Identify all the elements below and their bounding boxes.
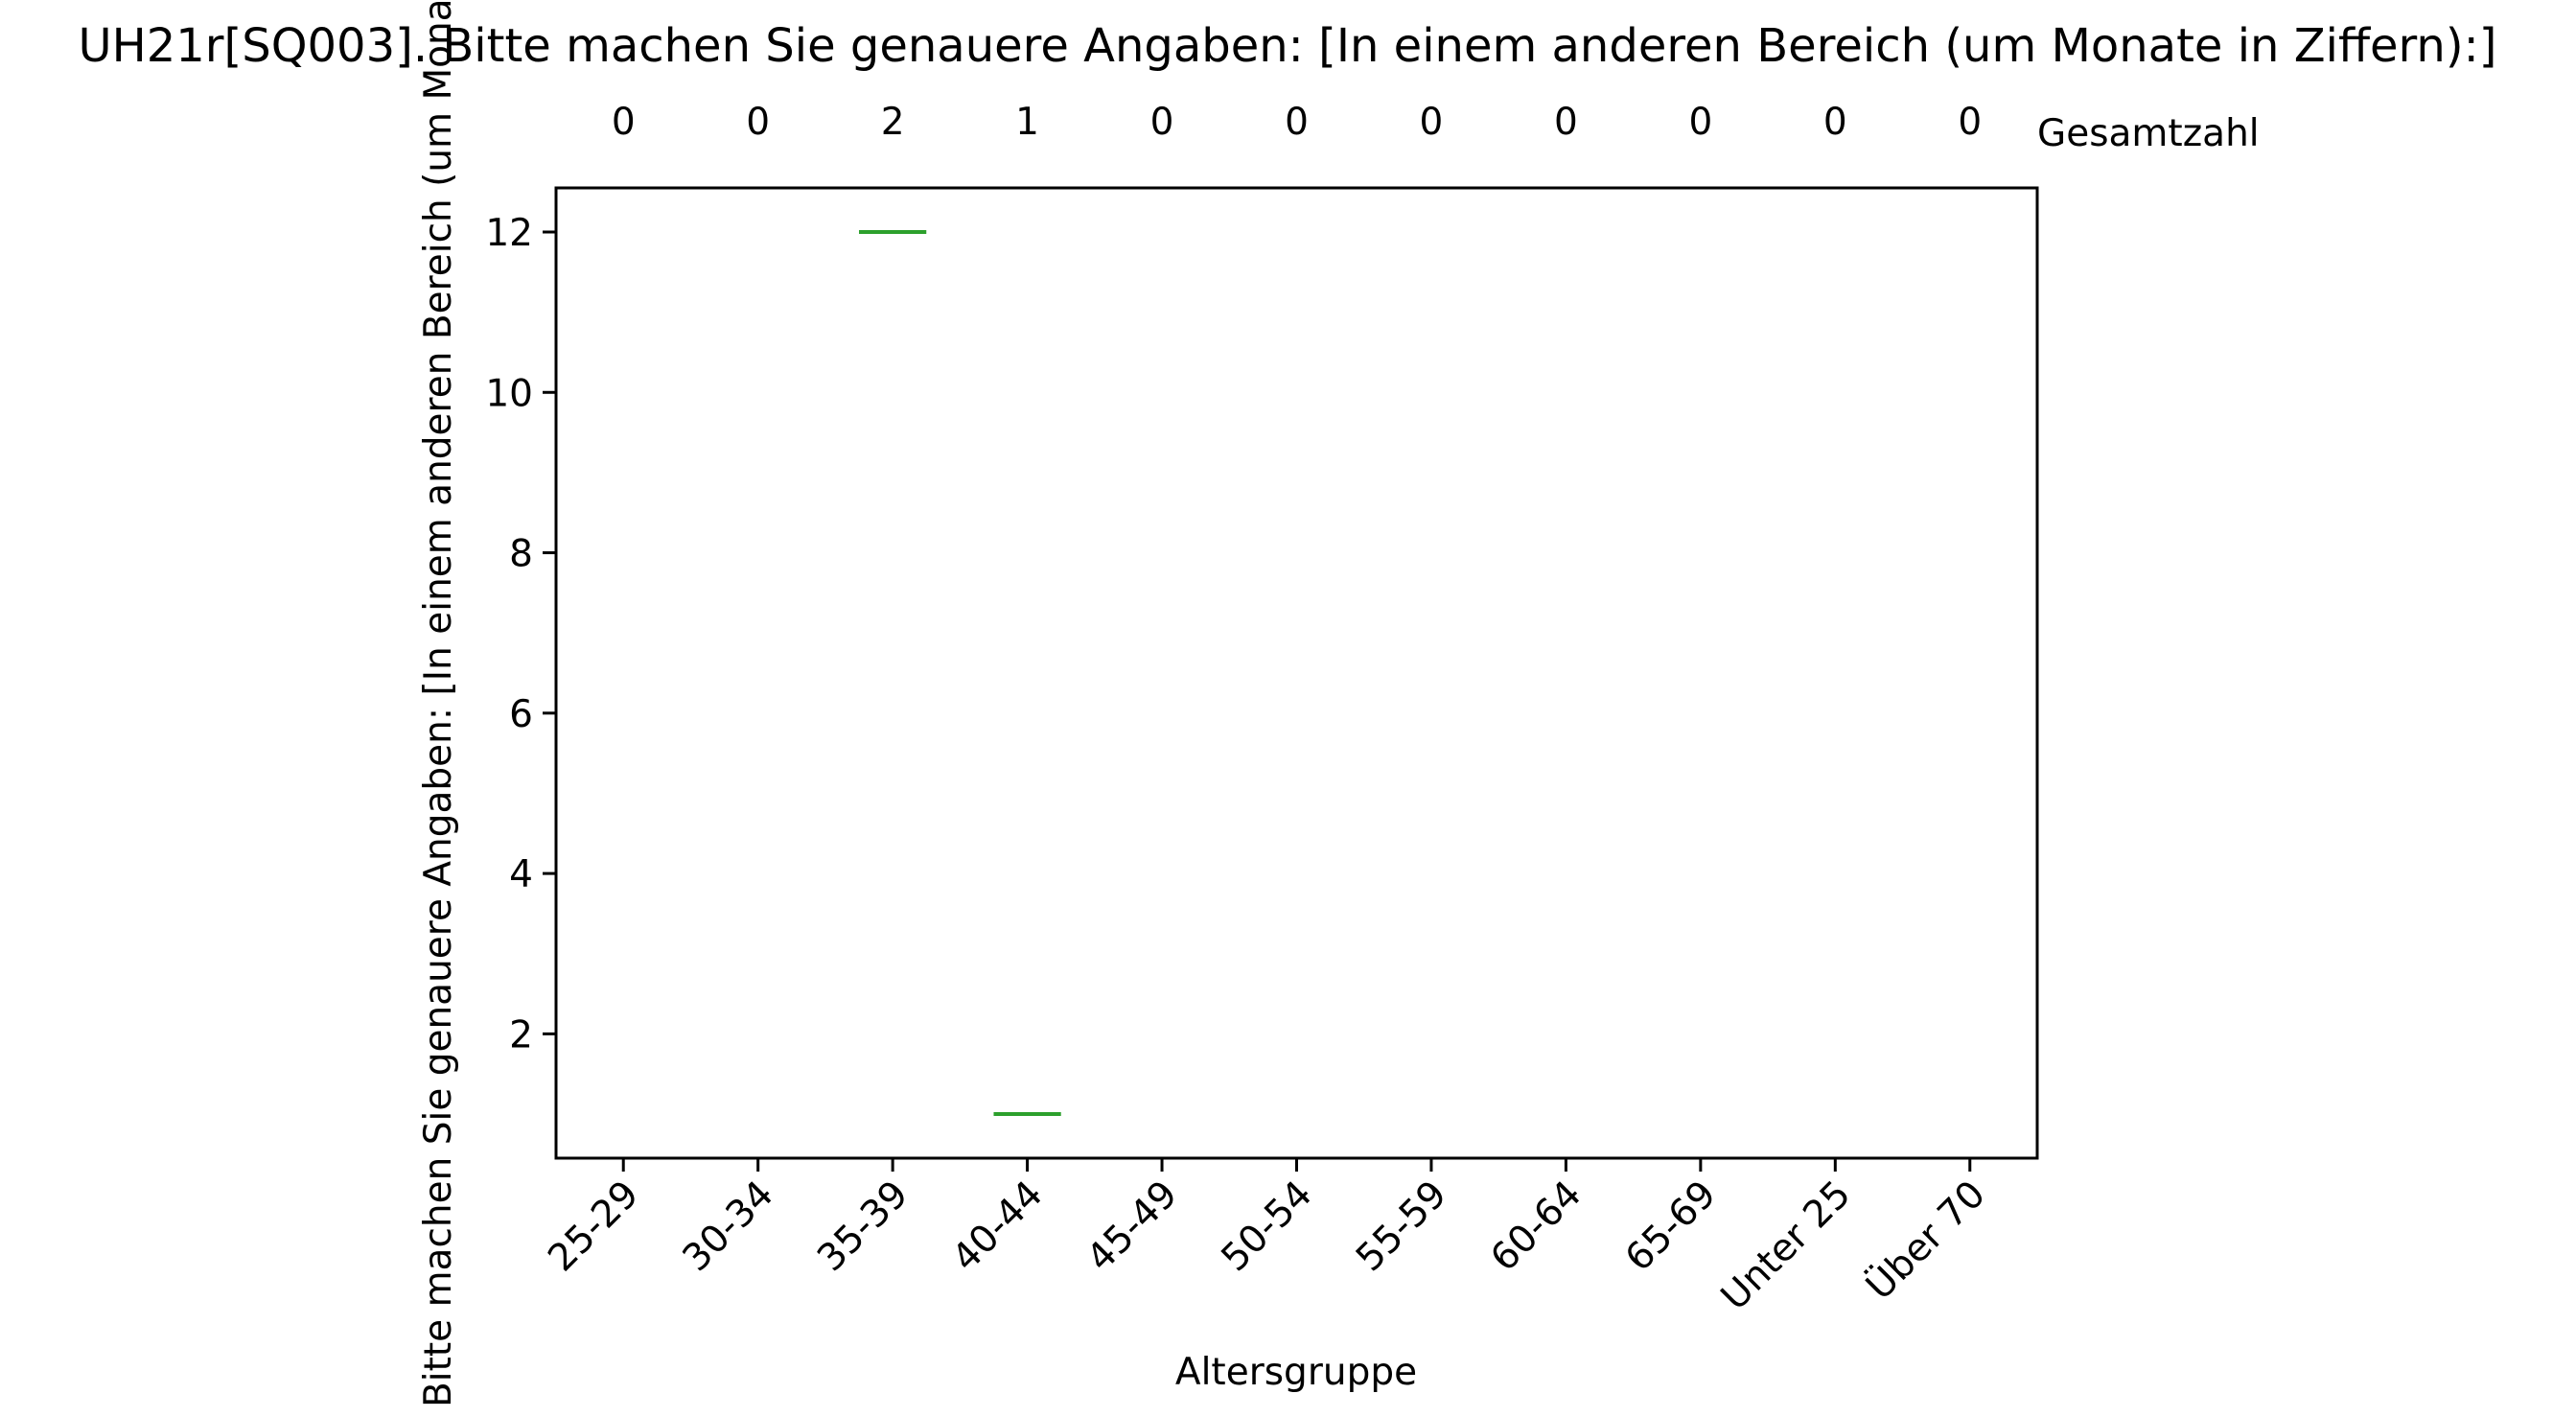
count-label: 0 [1285, 101, 1309, 144]
x-tick-label: 55-59 [1348, 1173, 1455, 1280]
count-label: 0 [1688, 101, 1712, 144]
counts-group: 0 0 2 1 0 0 0 0 0 0 0 [612, 101, 1982, 144]
x-axis-ticks: 25-29 30-34 35-39 40-44 45-49 50-54 55-59 60-64… [540, 1158, 1994, 1319]
x-axis-label: Altersgruppe [1175, 1351, 1417, 1394]
y-tick-label: 8 [509, 533, 533, 576]
x-tick-label: 30-34 [675, 1173, 782, 1280]
count-label: 0 [1958, 101, 1982, 144]
x-tick-label: 25-29 [540, 1173, 647, 1280]
x-tick-label: 45-49 [1079, 1173, 1186, 1280]
count-label: 0 [612, 101, 636, 144]
x-tick-label: 35-39 [809, 1173, 917, 1280]
count-label: 0 [746, 101, 770, 144]
count-label: 0 [1823, 101, 1847, 144]
median-lines [859, 230, 1061, 1116]
y-axis-ticks: 2 4 6 8 10 12 [485, 212, 556, 1057]
x-tick-label: Über 70 [1857, 1173, 1993, 1309]
chart-title: UH21r[SQ003]. Bitte machen Sie genauere … [79, 19, 2497, 73]
x-tick-label: 60-64 [1483, 1173, 1590, 1280]
y-tick-label: 2 [509, 1013, 533, 1057]
count-label: 0 [1420, 101, 1444, 144]
count-label: 0 [1150, 101, 1174, 144]
x-tick-label: 40-44 [944, 1173, 1052, 1280]
y-tick-label: 10 [485, 372, 533, 415]
y-tick-label: 4 [509, 853, 533, 896]
x-tick-label: Unter 25 [1713, 1173, 1859, 1318]
y-tick-label: 12 [485, 212, 533, 255]
y-axis-label: Bitte machen Sie genauere Angaben: [In e… [417, 0, 460, 1407]
x-tick-label: 50-54 [1214, 1173, 1321, 1280]
counts-label: Gesamtzahl [2037, 112, 2260, 155]
count-label: 0 [1554, 101, 1578, 144]
count-label: 2 [881, 101, 905, 144]
plot-frame [554, 186, 2039, 1160]
count-label: 1 [1015, 101, 1039, 144]
y-tick-label: 6 [509, 693, 533, 736]
x-tick-label: 65-69 [1617, 1173, 1725, 1280]
